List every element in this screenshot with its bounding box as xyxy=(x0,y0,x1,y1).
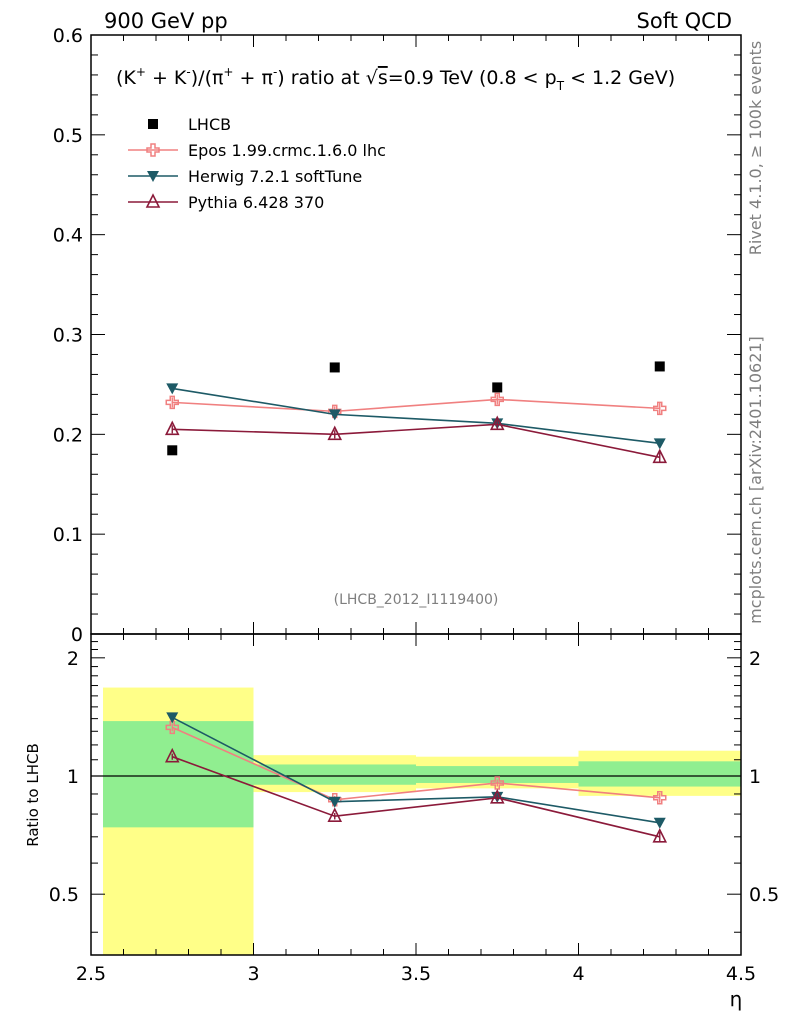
ratio-y-tick-label: 0.5 xyxy=(49,884,79,906)
legend-label-3: Pythia 6.428 370 xyxy=(188,193,324,212)
ratio-series-2-point-0 xyxy=(164,747,180,763)
legend-marker-3 xyxy=(145,193,161,208)
ratio-series-1-point-0 xyxy=(166,712,179,724)
ratio-series-0-line xyxy=(171,726,660,801)
ratio-series-0-point-3 xyxy=(653,791,667,805)
mcplots-label: mcplots.cern.ch [arXiv:2401.10621] xyxy=(746,336,765,624)
ratio-y-tick-label-right: 1 xyxy=(749,766,761,788)
x-tick-label: 3.5 xyxy=(401,963,431,985)
ratio-series-1-line xyxy=(171,716,660,824)
main-chart-title: (K+ + K-)/(π+ + π-) ratio at √s=0.9 TeV … xyxy=(116,65,675,93)
ratio-band-inner-1 xyxy=(253,764,416,785)
ratio-series-2-point-2 xyxy=(489,789,505,804)
main-series-1-line xyxy=(172,398,660,413)
ratio-band-inner-0 xyxy=(103,721,254,828)
ratio-band-inner-2 xyxy=(416,766,579,783)
main-series-2-point-1 xyxy=(328,409,341,421)
main-y-tick-label: 0.4 xyxy=(53,225,83,247)
ratio-band-inner-3 xyxy=(578,761,741,787)
header-left-label: 900 GeV pp xyxy=(104,9,228,33)
main-series-1-point-0 xyxy=(165,395,179,410)
ratio-series-1-point-1 xyxy=(328,796,341,808)
x-axis-label: η xyxy=(730,987,743,1011)
main-series-0-point-2 xyxy=(492,382,503,393)
header-right-label: Soft QCD xyxy=(637,9,732,33)
main-y-tick-label: 0.3 xyxy=(53,325,83,347)
main-series-0-point-1 xyxy=(329,362,340,373)
main-y-tick-label: 0 xyxy=(71,624,83,646)
main-series-3-point-1 xyxy=(327,425,343,441)
legend-marker-1 xyxy=(146,143,160,157)
ratio-y-tick-label-right: 0.5 xyxy=(749,884,779,906)
ratio-series-2-point-1 xyxy=(327,807,343,822)
main-series-3-point-3 xyxy=(652,448,668,464)
ratio-series-1-point-3 xyxy=(653,817,666,829)
ratio-y-tick-label: 2 xyxy=(67,648,79,670)
main-series-2-point-3 xyxy=(653,438,666,450)
main-series-0-point-0 xyxy=(167,445,178,456)
ratio-y-tick-label-right: 2 xyxy=(749,648,761,670)
main-series-3-point-2 xyxy=(489,415,505,431)
main-series-2-point-0 xyxy=(166,383,179,395)
x-tick-label: 3 xyxy=(247,963,259,985)
x-tick-label: 4.5 xyxy=(726,963,756,985)
main-series-3-point-0 xyxy=(164,420,180,436)
main-y-tick-label: 0.1 xyxy=(53,524,83,546)
legend-marker-2 xyxy=(147,171,159,182)
legend-label-2: Herwig 7.2.1 softTune xyxy=(188,167,362,186)
legend-label-1: Epos 1.99.crmc.1.6.0 lhc xyxy=(188,141,386,160)
legend-label-0: LHCB xyxy=(188,115,231,134)
ratio-y-tick-label: 1 xyxy=(67,766,79,788)
ratio-series-2-line xyxy=(171,755,660,838)
ratio-series-0-point-2 xyxy=(490,776,504,790)
main-series-3-line xyxy=(172,423,660,459)
main-series-1-point-2 xyxy=(490,392,504,407)
analysis-watermark: (LHCB_2012_I1119400) xyxy=(334,592,499,608)
rivet-version-label: Rivet 4.1.0, ≥ 100k events xyxy=(746,41,765,255)
main-y-tick-label: 0.6 xyxy=(53,25,83,47)
ratio-series-2-point-3 xyxy=(652,828,668,843)
main-series-0-point-3 xyxy=(654,361,665,372)
ratio-y-axis-label: Ratio to LHCB xyxy=(24,743,42,847)
x-tick-label: 2.5 xyxy=(76,963,106,985)
x-tick-label: 4 xyxy=(572,963,584,985)
legend-marker-0 xyxy=(148,119,158,129)
main-series-2-line xyxy=(172,387,660,445)
main-y-tick-label: 0.2 xyxy=(53,424,83,446)
main-y-tick-label: 0.5 xyxy=(53,125,83,147)
ratio-series-0-point-0 xyxy=(165,720,179,735)
main-series-1-point-3 xyxy=(653,401,667,416)
